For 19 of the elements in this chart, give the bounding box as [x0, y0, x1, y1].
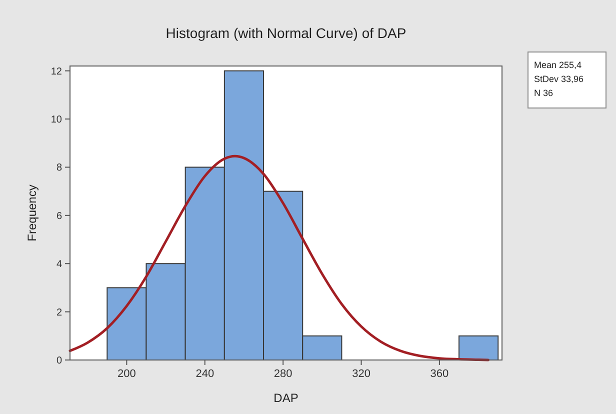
- x-tick-label: 280: [274, 368, 292, 380]
- y-tick-label: 2: [56, 307, 62, 318]
- y-tick-label: 4: [56, 259, 62, 270]
- text: Mean 255,4: [534, 60, 582, 70]
- y-tick-label: 6: [56, 210, 62, 222]
- x-tick-label: 200: [118, 368, 136, 380]
- x-axis-title: DAP: [274, 391, 298, 405]
- x-tick-label: 320: [352, 368, 370, 380]
- x-tick-label: 240: [196, 368, 214, 380]
- y-tick-label: 0: [56, 356, 62, 366]
- text: N 36: [534, 88, 554, 98]
- y-tick-label: 10: [50, 114, 62, 126]
- y-tick-label: 8: [56, 162, 62, 174]
- text: StDev 33,96: [534, 74, 584, 84]
- y-axis-title: Frequency: [25, 184, 39, 242]
- line-series: [68, 154, 490, 362]
- chart-title: Histogram (with Normal Curve) of DAP: [166, 25, 406, 41]
- y-tick-label: 12: [50, 66, 62, 78]
- x-tick-label: 360: [430, 368, 449, 380]
